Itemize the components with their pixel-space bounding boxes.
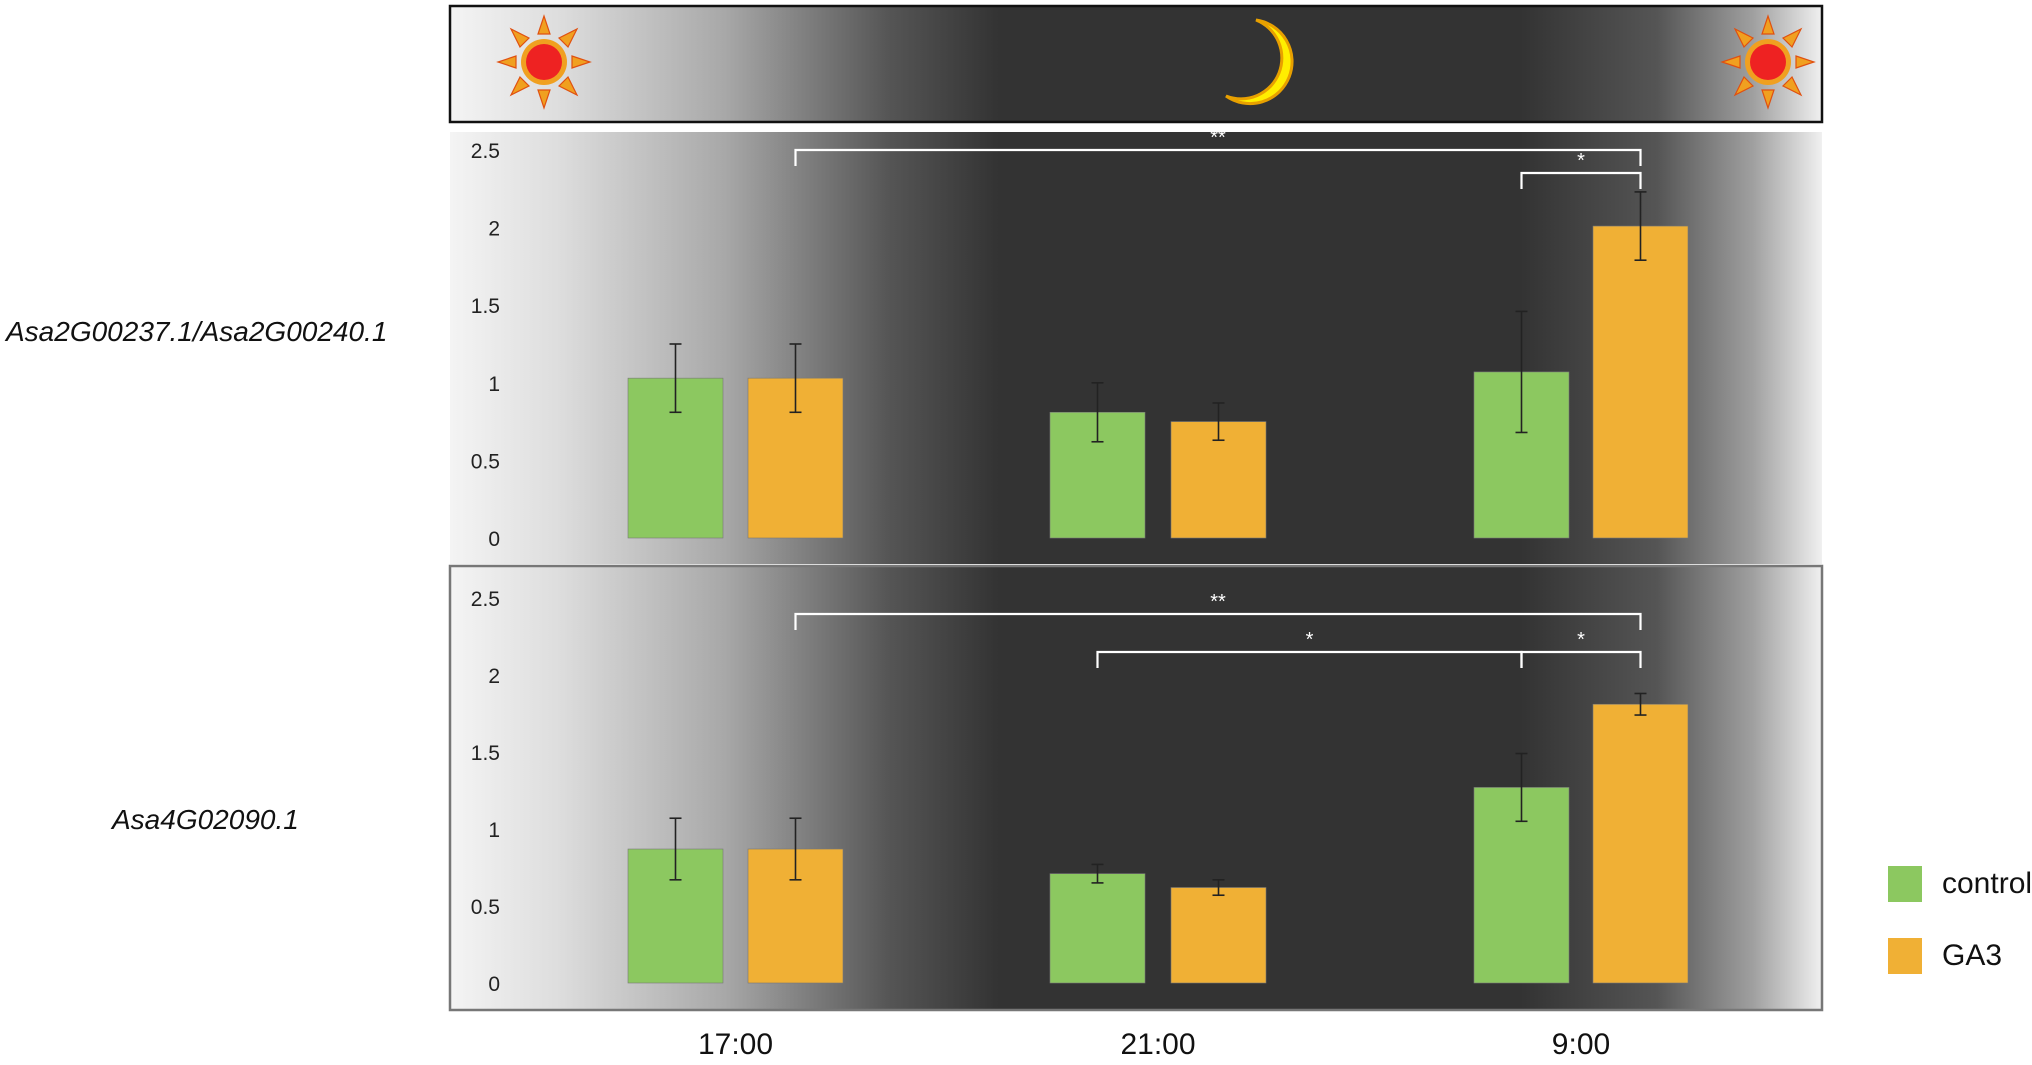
bar-control — [1049, 873, 1146, 984]
y-tick-label: 1.5 — [471, 742, 500, 765]
legend-label-ga3: GA3 — [1942, 939, 2003, 972]
legend: control GA3 — [1888, 865, 2032, 1009]
legend-swatch-ga3 — [1888, 938, 1922, 974]
legend-item-control: control — [1888, 865, 2032, 903]
gene-label-bottom: Asa4G02090.1 — [112, 804, 299, 835]
bar-ga3 — [1170, 887, 1267, 984]
y-tick-label: 0 — [488, 973, 500, 996]
legend-label-control: control — [1942, 867, 2032, 900]
significance-bracket — [1520, 650, 1642, 668]
gene-label-top: Asa2G00237.1/Asa2G00240.1 — [6, 316, 388, 347]
legend-item-ga3: GA3 — [1888, 937, 2032, 975]
significance-label: * — [1577, 629, 1585, 651]
plot-layer: 2.521.510.50***2.521.510.50*** *17:00 21:0… — [471, 127, 1689, 1061]
x-tick-label: 17:00 — [698, 1028, 773, 1060]
significance-bracket — [1520, 171, 1642, 189]
bar-ga3 — [1592, 225, 1689, 539]
x-tick-label: 21:00 — [1120, 1028, 1195, 1060]
significance-label: * — [1577, 150, 1585, 172]
day-night-banner — [448, 4, 1824, 124]
y-tick-label: 2 — [488, 218, 500, 241]
y-tick-label: 0 — [488, 528, 500, 551]
bar-ga3 — [1592, 703, 1689, 984]
y-tick-label: 0.5 — [471, 896, 500, 919]
significance-label: ** — [1210, 591, 1226, 613]
y-tick-label: 2.5 — [471, 588, 500, 611]
sun-icon — [496, 14, 592, 110]
y-tick-label: 1.5 — [471, 295, 500, 318]
significance-label: ** — [1210, 127, 1226, 149]
significance-bracket — [794, 148, 1642, 166]
legend-swatch-control — [1888, 866, 1922, 902]
y-tick-label: 1 — [488, 819, 500, 842]
y-tick-label: 2 — [488, 665, 500, 688]
y-tick-label: 2.5 — [471, 140, 500, 163]
sun-icon — [1720, 14, 1816, 110]
x-tick-label: 9:00 — [1552, 1028, 1610, 1060]
y-tick-label: 0.5 — [471, 450, 500, 473]
significance-label: * — [1306, 629, 1314, 651]
significance-bracket — [794, 612, 1642, 630]
y-tick-label: 1 — [488, 373, 500, 396]
moon-icon — [1225, 18, 1294, 106]
